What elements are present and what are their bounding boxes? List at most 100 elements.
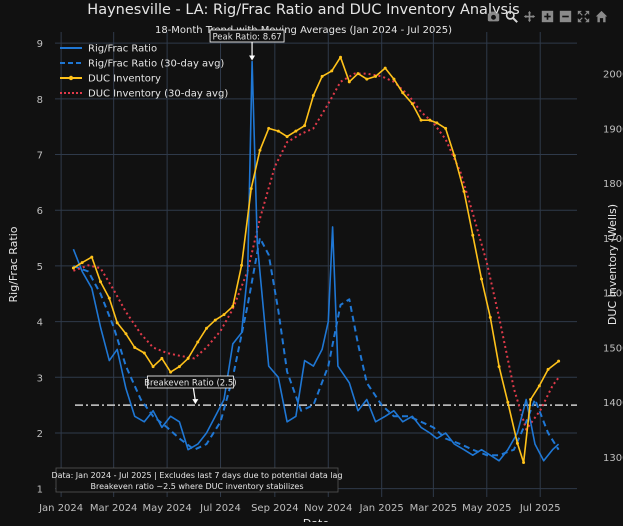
pan-icon[interactable]	[521, 8, 537, 24]
chart-title: Haynesville - LA: Rig/Frac Ratio and DUC…	[87, 2, 519, 18]
y2-tick-label: 1400	[603, 398, 623, 409]
footnote-line-2: Breakeven ratio ~2.5 where DUC inventory…	[90, 482, 303, 491]
x-axis-title: Date	[303, 517, 330, 522]
series-line-rig-frac-ratio	[72, 60, 560, 462]
zoom-out-icon[interactable]	[557, 8, 573, 24]
x-tick-label: Nov 2024	[304, 503, 352, 514]
duc-inventory-point	[303, 124, 307, 128]
duc-inventory-point	[99, 280, 103, 284]
breakeven-annotation-arrow	[192, 387, 196, 402]
x-tick-label: Jul 2024	[199, 503, 241, 514]
y2-tick-label: 1600	[603, 289, 623, 300]
duc-inventory-point	[177, 365, 181, 369]
legend-label-1: Rig/Frac Ratio (30-day avg)	[88, 59, 224, 70]
x-tick-label: Jan 2025	[359, 503, 404, 514]
duc-inventory-point	[471, 233, 475, 237]
breakeven-annotation-text: Breakeven Ratio (2.5)	[144, 379, 236, 389]
duc-inventory-point	[515, 441, 519, 445]
y-tick-label: 2	[37, 429, 43, 440]
duc-inventory-point	[142, 351, 146, 355]
peak-annotation-arrowhead	[249, 55, 256, 61]
duc-inventory-point	[71, 266, 75, 270]
x-tick-label: Jan 2024	[38, 503, 83, 514]
duc-inventory-point	[452, 154, 456, 158]
duc-inventory-point	[186, 356, 190, 360]
y2-tick-label: 1500	[603, 343, 623, 354]
duc-inventory-point	[529, 398, 533, 402]
duc-inventory-point	[267, 126, 271, 130]
duc-inventory-point	[383, 66, 387, 70]
y-tick-label: 9	[37, 39, 43, 50]
breakeven-annotation-box	[146, 375, 234, 389]
y-tick-label: 4	[37, 318, 43, 329]
x-tick-label: Mar 2025	[410, 503, 458, 514]
y-tick-label: 6	[37, 206, 43, 217]
plot-modebar	[485, 8, 609, 24]
duc-inventory-point	[347, 80, 351, 84]
x-tick-label: May 2024	[142, 503, 191, 514]
duc-inventory-point	[124, 332, 128, 336]
y2-tick-label: 2000	[603, 70, 623, 81]
duc-inventory-point	[488, 315, 492, 319]
y2-tick-label: 1800	[603, 179, 623, 190]
y2-tick-label: 1900	[603, 124, 623, 135]
duc-inventory-point	[506, 400, 510, 404]
reset-icon[interactable]	[593, 8, 609, 24]
series-line-duc-inventory-30-day-avg-	[73, 72, 560, 431]
y-axis-title: Rig/Frac Ratio	[7, 226, 20, 302]
duc-inventory-point	[339, 55, 343, 59]
duc-inventory-point	[231, 304, 235, 308]
x-tick-label: May 2025	[462, 503, 511, 514]
y-tick-label: 5	[37, 262, 43, 273]
duc-inventory-point	[557, 359, 561, 363]
duc-inventory-point	[546, 367, 550, 371]
duc-inventory-point	[435, 121, 439, 125]
duc-inventory-point	[151, 365, 155, 369]
y-tick-label: 7	[37, 151, 43, 162]
y-tick-label: 3	[37, 373, 43, 384]
duc-inventory-point	[294, 129, 298, 133]
duc-inventory-point	[169, 370, 173, 374]
footnote-line-1: Data: Jan 2024 - Jul 2025 | Excludes las…	[51, 471, 342, 480]
y-tick-label: 8	[37, 95, 43, 106]
duc-inventory-point	[419, 118, 423, 122]
duc-inventory-point	[330, 69, 334, 73]
duc-inventory-point	[480, 277, 484, 281]
zoom-in-icon[interactable]	[539, 8, 555, 24]
x-tick-label: Jul 2025	[519, 503, 561, 514]
zoom-icon[interactable]	[503, 8, 519, 24]
duc-inventory-point	[401, 91, 405, 95]
series-line-duc-inventory	[72, 56, 560, 464]
duc-inventory-point	[115, 321, 119, 325]
legend-label-0: Rig/Frac Ratio	[88, 44, 157, 55]
peak-annotation-text: Peak Ratio: 8.67	[212, 33, 281, 43]
legend-label-3: DUC Inventory (30-day avg)	[88, 89, 228, 100]
y-tick-label: 1	[37, 485, 43, 496]
duc-inventory-point	[90, 255, 94, 259]
x-tick-label: Sep 2024	[251, 503, 298, 514]
duc-inventory-point	[205, 326, 209, 330]
duc-inventory-point	[444, 126, 448, 130]
duc-inventory-point	[537, 384, 541, 388]
duc-inventory-point	[374, 74, 378, 78]
duc-inventory-point	[80, 261, 84, 265]
duc-inventory-point	[462, 189, 466, 193]
duc-inventory-point	[356, 72, 360, 76]
legend-marker	[68, 75, 74, 81]
y2-tick-label: 1300	[603, 453, 623, 464]
duc-inventory-point	[276, 129, 280, 133]
duc-inventory-point	[213, 318, 217, 322]
duc-inventory-point	[392, 77, 396, 81]
y2-tick-label: 1700	[603, 234, 623, 245]
footnote-box	[55, 467, 339, 493]
autoscale-icon[interactable]	[575, 8, 591, 24]
duc-inventory-point	[258, 148, 262, 152]
x-tick-label: Mar 2024	[90, 503, 138, 514]
duc-inventory-point	[285, 135, 289, 139]
breakeven-annotation-arrowhead	[192, 399, 199, 405]
camera-icon[interactable]	[485, 8, 501, 24]
peak-annotation-box	[209, 29, 285, 43]
duc-inventory-point	[365, 77, 369, 81]
duc-inventory-point	[160, 356, 164, 360]
series-line-rig-frac-ratio-30-day-avg-	[73, 237, 560, 457]
